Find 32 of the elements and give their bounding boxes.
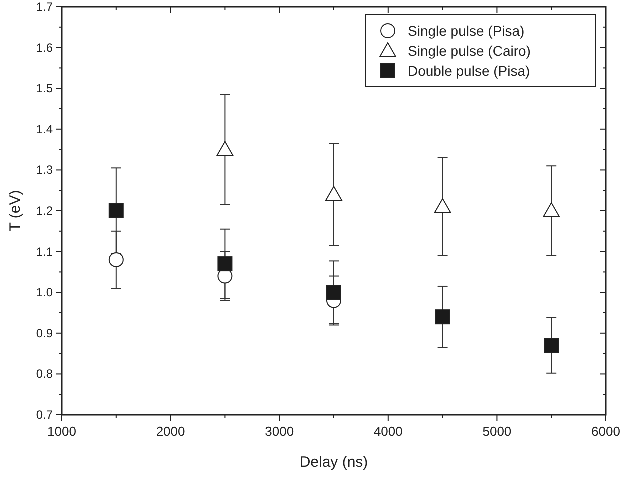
legend-label: Double pulse (Pisa) bbox=[408, 63, 530, 79]
y-tick-label: 1.5 bbox=[36, 82, 54, 96]
legend-label: Single pulse (Cairo) bbox=[408, 43, 531, 59]
legend-label: Single pulse (Pisa) bbox=[408, 23, 525, 39]
y-tick-label: 1.3 bbox=[36, 163, 54, 178]
y-tick-label: 1.4 bbox=[36, 122, 54, 136]
point bbox=[543, 202, 560, 218]
y-tick-label: 0.8 bbox=[36, 367, 54, 382]
x-tick-label: 3000 bbox=[265, 424, 294, 439]
y-tick-label: 0.9 bbox=[36, 326, 54, 340]
x-tick-label: 1000 bbox=[48, 424, 76, 439]
point bbox=[108, 252, 124, 268]
point bbox=[216, 141, 234, 156]
point bbox=[108, 204, 124, 218]
y-tick-label: 1.6 bbox=[36, 40, 54, 55]
y-tick-label: 1.0 bbox=[36, 286, 54, 300]
y-tick-label: 1.2 bbox=[36, 204, 54, 218]
x-tick-label: 6000 bbox=[592, 424, 620, 439]
y-tick-label: 0.7 bbox=[36, 408, 54, 422]
x-tick-label: 2000 bbox=[156, 424, 186, 439]
point bbox=[218, 256, 233, 272]
y-tick-label: 1.7 bbox=[36, 0, 54, 14]
x-tick-label: 5000 bbox=[482, 424, 512, 439]
y-axis-title: T (eV) bbox=[7, 190, 24, 232]
point bbox=[326, 186, 342, 202]
y-tick-label: 1.1 bbox=[36, 244, 54, 259]
point bbox=[435, 310, 450, 325]
x-axis-title: Delay (ns) bbox=[300, 454, 368, 471]
point bbox=[544, 338, 560, 354]
x-tick-label: 4000 bbox=[374, 424, 403, 439]
point bbox=[326, 285, 342, 300]
point bbox=[434, 198, 452, 214]
